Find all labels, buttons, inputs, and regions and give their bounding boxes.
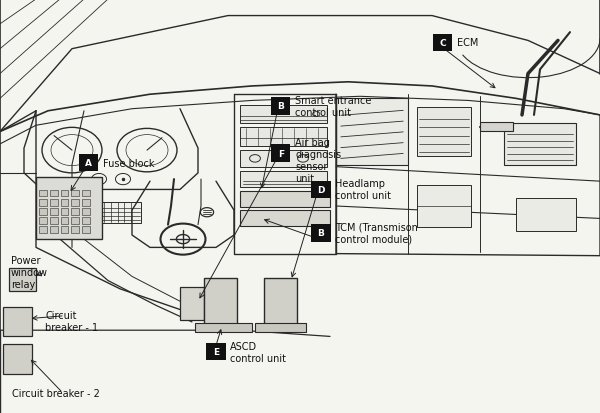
Text: Power
window
relay: Power window relay [11, 256, 48, 290]
FancyBboxPatch shape [240, 171, 327, 188]
Text: D: D [317, 185, 325, 195]
FancyBboxPatch shape [82, 190, 90, 197]
FancyBboxPatch shape [311, 181, 331, 199]
Text: A: A [85, 159, 92, 168]
FancyBboxPatch shape [311, 225, 331, 242]
FancyBboxPatch shape [61, 209, 68, 215]
FancyBboxPatch shape [82, 227, 90, 233]
FancyBboxPatch shape [82, 199, 90, 206]
FancyBboxPatch shape [69, 202, 141, 223]
FancyBboxPatch shape [61, 227, 68, 233]
FancyBboxPatch shape [417, 107, 471, 157]
FancyBboxPatch shape [504, 124, 576, 165]
FancyBboxPatch shape [71, 199, 79, 206]
FancyBboxPatch shape [195, 323, 252, 332]
FancyBboxPatch shape [82, 209, 90, 215]
FancyBboxPatch shape [50, 218, 58, 224]
FancyBboxPatch shape [71, 227, 79, 233]
FancyBboxPatch shape [50, 227, 58, 233]
Text: Circuit
breaker - 1: Circuit breaker - 1 [45, 310, 98, 332]
FancyBboxPatch shape [50, 209, 58, 215]
FancyBboxPatch shape [271, 145, 290, 162]
FancyBboxPatch shape [71, 209, 79, 215]
Text: B: B [317, 229, 325, 238]
FancyBboxPatch shape [82, 218, 90, 224]
Text: B: B [277, 102, 284, 111]
FancyBboxPatch shape [336, 99, 408, 165]
Text: Fuse block: Fuse block [103, 158, 155, 168]
FancyBboxPatch shape [3, 344, 32, 374]
Text: ASCD
control unit: ASCD control unit [230, 341, 286, 363]
FancyBboxPatch shape [417, 186, 471, 227]
FancyBboxPatch shape [204, 279, 237, 326]
Text: Air bag
diagnosis
sensor
unit: Air bag diagnosis sensor unit [295, 137, 341, 183]
FancyBboxPatch shape [240, 128, 327, 147]
FancyBboxPatch shape [50, 190, 58, 197]
FancyBboxPatch shape [240, 105, 327, 124]
FancyBboxPatch shape [39, 218, 47, 224]
Text: Headlamp
control unit: Headlamp control unit [335, 179, 391, 201]
Text: F: F [278, 149, 284, 158]
Text: ECM: ECM [457, 38, 479, 48]
FancyBboxPatch shape [39, 209, 47, 215]
FancyBboxPatch shape [39, 190, 47, 197]
FancyBboxPatch shape [61, 199, 68, 206]
FancyBboxPatch shape [240, 211, 330, 226]
FancyBboxPatch shape [240, 192, 330, 207]
FancyBboxPatch shape [255, 323, 306, 332]
FancyBboxPatch shape [61, 218, 68, 224]
FancyBboxPatch shape [50, 199, 58, 206]
Text: Circuit breaker - 2: Circuit breaker - 2 [12, 388, 100, 398]
FancyBboxPatch shape [433, 35, 452, 52]
FancyBboxPatch shape [3, 307, 32, 337]
FancyBboxPatch shape [61, 190, 68, 197]
FancyBboxPatch shape [206, 343, 226, 361]
FancyBboxPatch shape [240, 151, 327, 167]
FancyBboxPatch shape [39, 227, 47, 233]
FancyBboxPatch shape [71, 218, 79, 224]
FancyBboxPatch shape [79, 154, 98, 172]
FancyBboxPatch shape [271, 98, 290, 115]
FancyBboxPatch shape [516, 198, 576, 231]
FancyBboxPatch shape [9, 268, 36, 291]
Text: Smart entrance
control unit: Smart entrance control unit [295, 95, 371, 118]
FancyBboxPatch shape [480, 123, 513, 132]
FancyBboxPatch shape [36, 178, 102, 240]
Text: C: C [439, 39, 446, 48]
FancyBboxPatch shape [264, 279, 297, 326]
Text: E: E [213, 347, 219, 356]
Text: TCM (Transmison
control module): TCM (Transmison control module) [335, 222, 418, 244]
FancyBboxPatch shape [180, 287, 204, 320]
FancyBboxPatch shape [71, 190, 79, 197]
FancyBboxPatch shape [39, 199, 47, 206]
